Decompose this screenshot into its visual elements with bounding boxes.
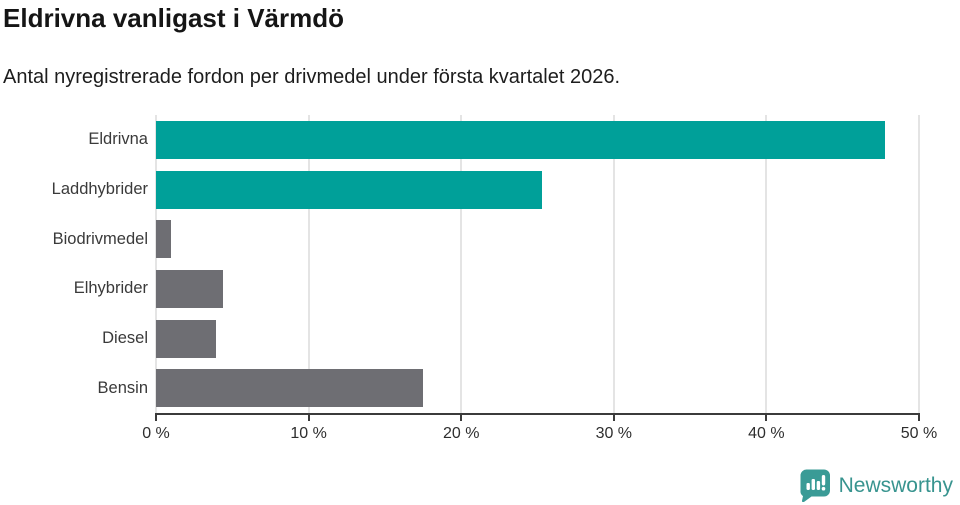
gridline bbox=[612, 115, 615, 413]
x-axis-line bbox=[155, 413, 920, 415]
x-axis-tick-label: 0 % bbox=[142, 425, 170, 442]
category-label: Elhybrider bbox=[73, 279, 148, 298]
category-label: Bensin bbox=[97, 378, 148, 397]
newsworthy-speech-bubble-bar-chart-icon bbox=[800, 469, 830, 502]
category-axis-labels: Eldrivna Laddhybrider Biodrivmedel Elhybrid… bbox=[0, 115, 148, 413]
plot-area bbox=[155, 115, 920, 413]
x-axis-tick bbox=[460, 415, 463, 421]
bar-biodrivmedel bbox=[156, 220, 172, 259]
bar-elhybrider bbox=[156, 269, 224, 308]
gridline bbox=[307, 115, 310, 413]
bar-row bbox=[156, 214, 919, 264]
x-axis-tick bbox=[155, 415, 157, 421]
bar-series bbox=[156, 115, 919, 413]
newsworthy-logo-text: Newsworthy bbox=[838, 473, 953, 497]
bar-diesel bbox=[156, 319, 216, 358]
gridline bbox=[918, 115, 920, 413]
chart-subtitle: Antal nyregistrerade fordon per drivmede… bbox=[3, 66, 621, 88]
category-label: Laddhybrider bbox=[51, 180, 148, 198]
bar-laddhybrider bbox=[156, 170, 543, 209]
bar-eldrivna bbox=[156, 120, 886, 159]
gridline bbox=[765, 115, 768, 413]
x-axis-tick-label: 20 % bbox=[442, 425, 480, 442]
bar-row bbox=[156, 363, 919, 413]
x-axis-tick bbox=[918, 415, 920, 421]
gridline bbox=[460, 115, 463, 413]
bar-row bbox=[156, 314, 919, 364]
gridline bbox=[155, 115, 157, 413]
bar-row bbox=[156, 165, 919, 215]
x-axis-tick-label: 30 % bbox=[595, 425, 633, 442]
category-label: Biodrivmedel bbox=[52, 229, 148, 248]
x-axis-tick-label: 50 % bbox=[900, 425, 938, 442]
bar-row bbox=[156, 115, 919, 165]
chart-title: Eldrivna vanligast i Värmdö bbox=[3, 3, 344, 33]
bar-row bbox=[156, 264, 919, 314]
x-axis-tick-label: 10 % bbox=[290, 425, 327, 442]
x-axis-tick bbox=[765, 415, 768, 421]
newsworthy-logo: Newsworthy bbox=[800, 469, 953, 502]
bar-bensin bbox=[156, 369, 424, 408]
x-axis-ticks: 0 % 10 % 20 % 30 % 40 % 50 % bbox=[142, 415, 937, 445]
category-label: Eldrivna bbox=[88, 130, 148, 149]
x-axis-tick-label: 40 % bbox=[748, 425, 785, 442]
x-axis-tick bbox=[307, 415, 310, 421]
category-label: Diesel bbox=[102, 329, 148, 348]
x-axis-tick bbox=[612, 415, 615, 421]
